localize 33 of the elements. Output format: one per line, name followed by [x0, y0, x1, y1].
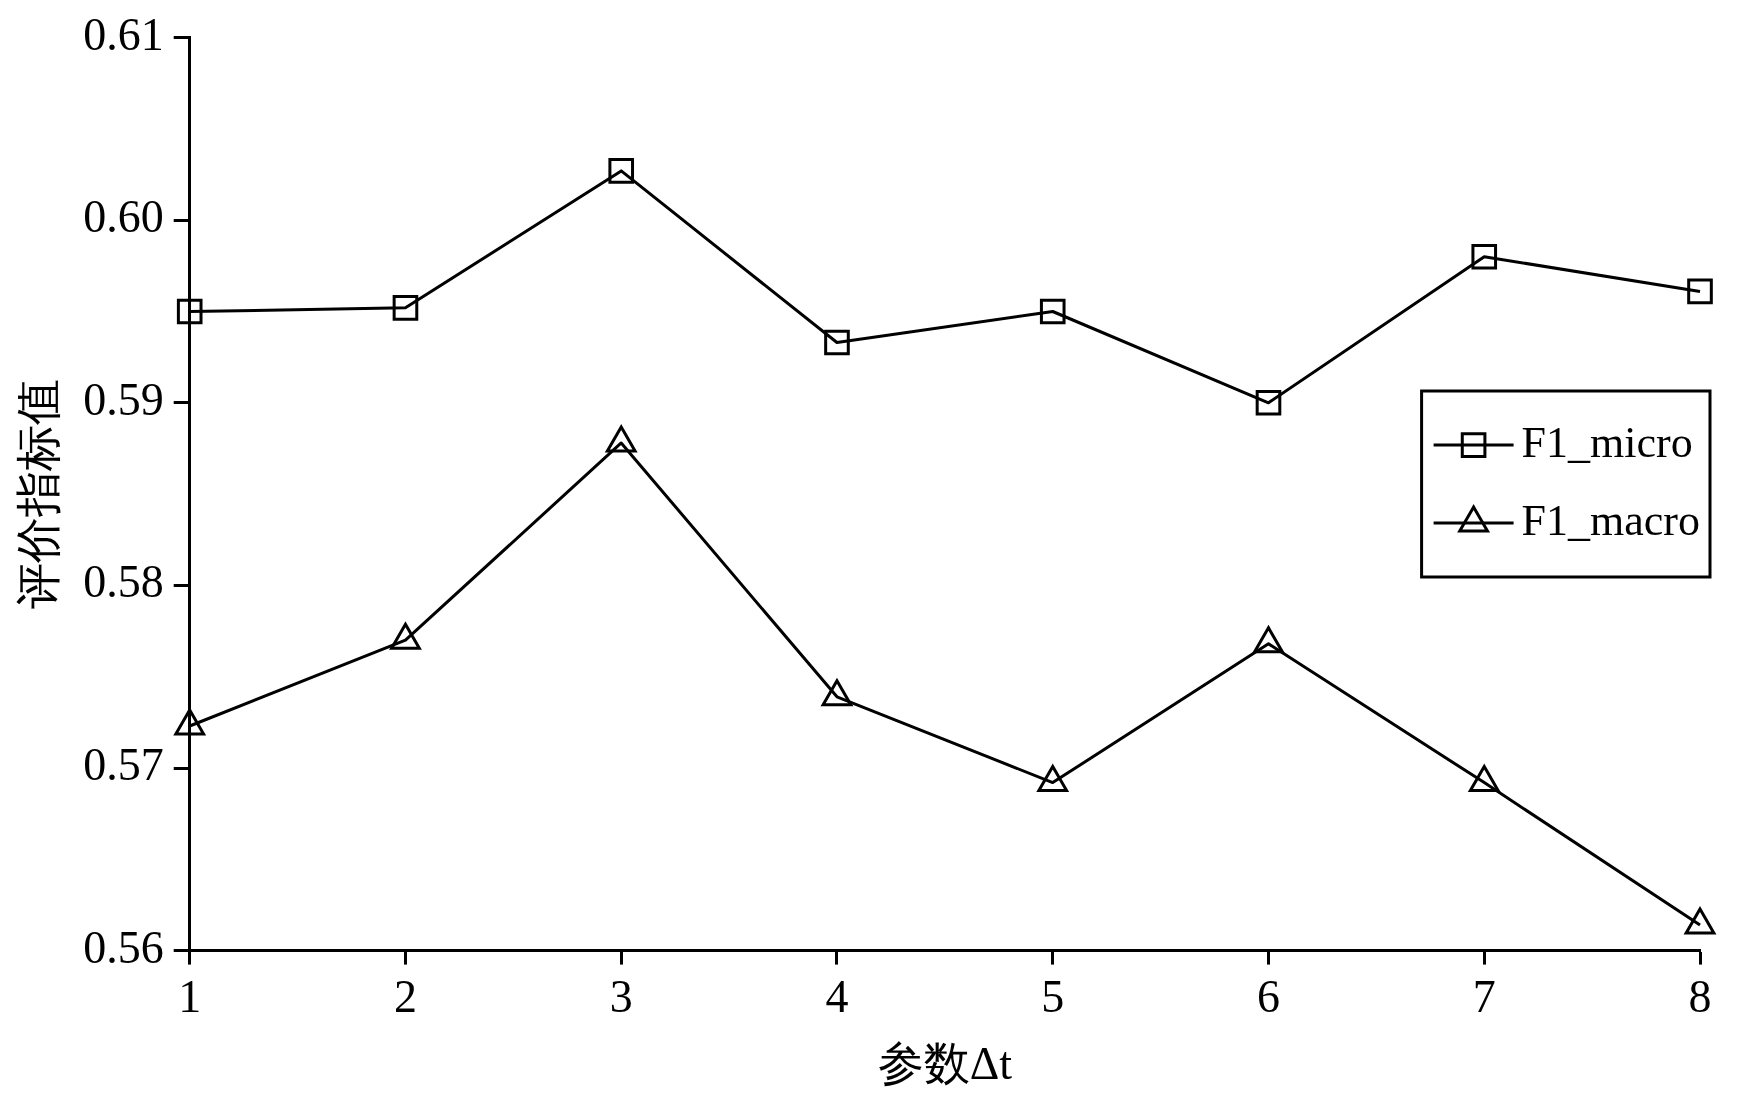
x-tick-label: 4	[825, 971, 849, 1023]
x-tick-label: 6	[1256, 971, 1280, 1023]
point	[821, 679, 853, 707]
point	[176, 298, 203, 325]
legend-label: F1_micro	[1521, 417, 1693, 467]
point	[608, 158, 635, 184]
x-tick-label: 7	[1472, 971, 1496, 1023]
y-tick-label: 0.61	[83, 8, 164, 60]
legend-label: F1_macro	[1521, 495, 1700, 545]
point	[1253, 626, 1284, 654]
point	[1468, 765, 1500, 793]
point	[1039, 298, 1066, 325]
point	[1037, 765, 1069, 793]
point	[1255, 389, 1282, 416]
y-tick-label: 0.57	[83, 739, 164, 791]
y-tick-label: 0.58	[83, 556, 164, 608]
y-axis-title: 评价指标值	[12, 379, 64, 610]
point	[1684, 907, 1716, 935]
x-tick-label: 3	[609, 971, 633, 1023]
point	[390, 622, 421, 650]
x-tick-label: 5	[1041, 971, 1065, 1023]
y-tick-label: 0.60	[83, 191, 164, 243]
x-tick-label: 8	[1688, 971, 1712, 1023]
y-tick-label: 0.56	[83, 921, 164, 973]
point	[392, 295, 419, 321]
x-tick-label: 2	[393, 971, 417, 1023]
point	[1471, 243, 1498, 270]
point	[1687, 278, 1713, 305]
x-tick-label: 1	[178, 971, 202, 1023]
x-axis-title: 参数Δt	[877, 1038, 1013, 1090]
y-tick-label: 0.59	[83, 373, 164, 425]
point	[174, 708, 206, 736]
point	[824, 329, 850, 356]
